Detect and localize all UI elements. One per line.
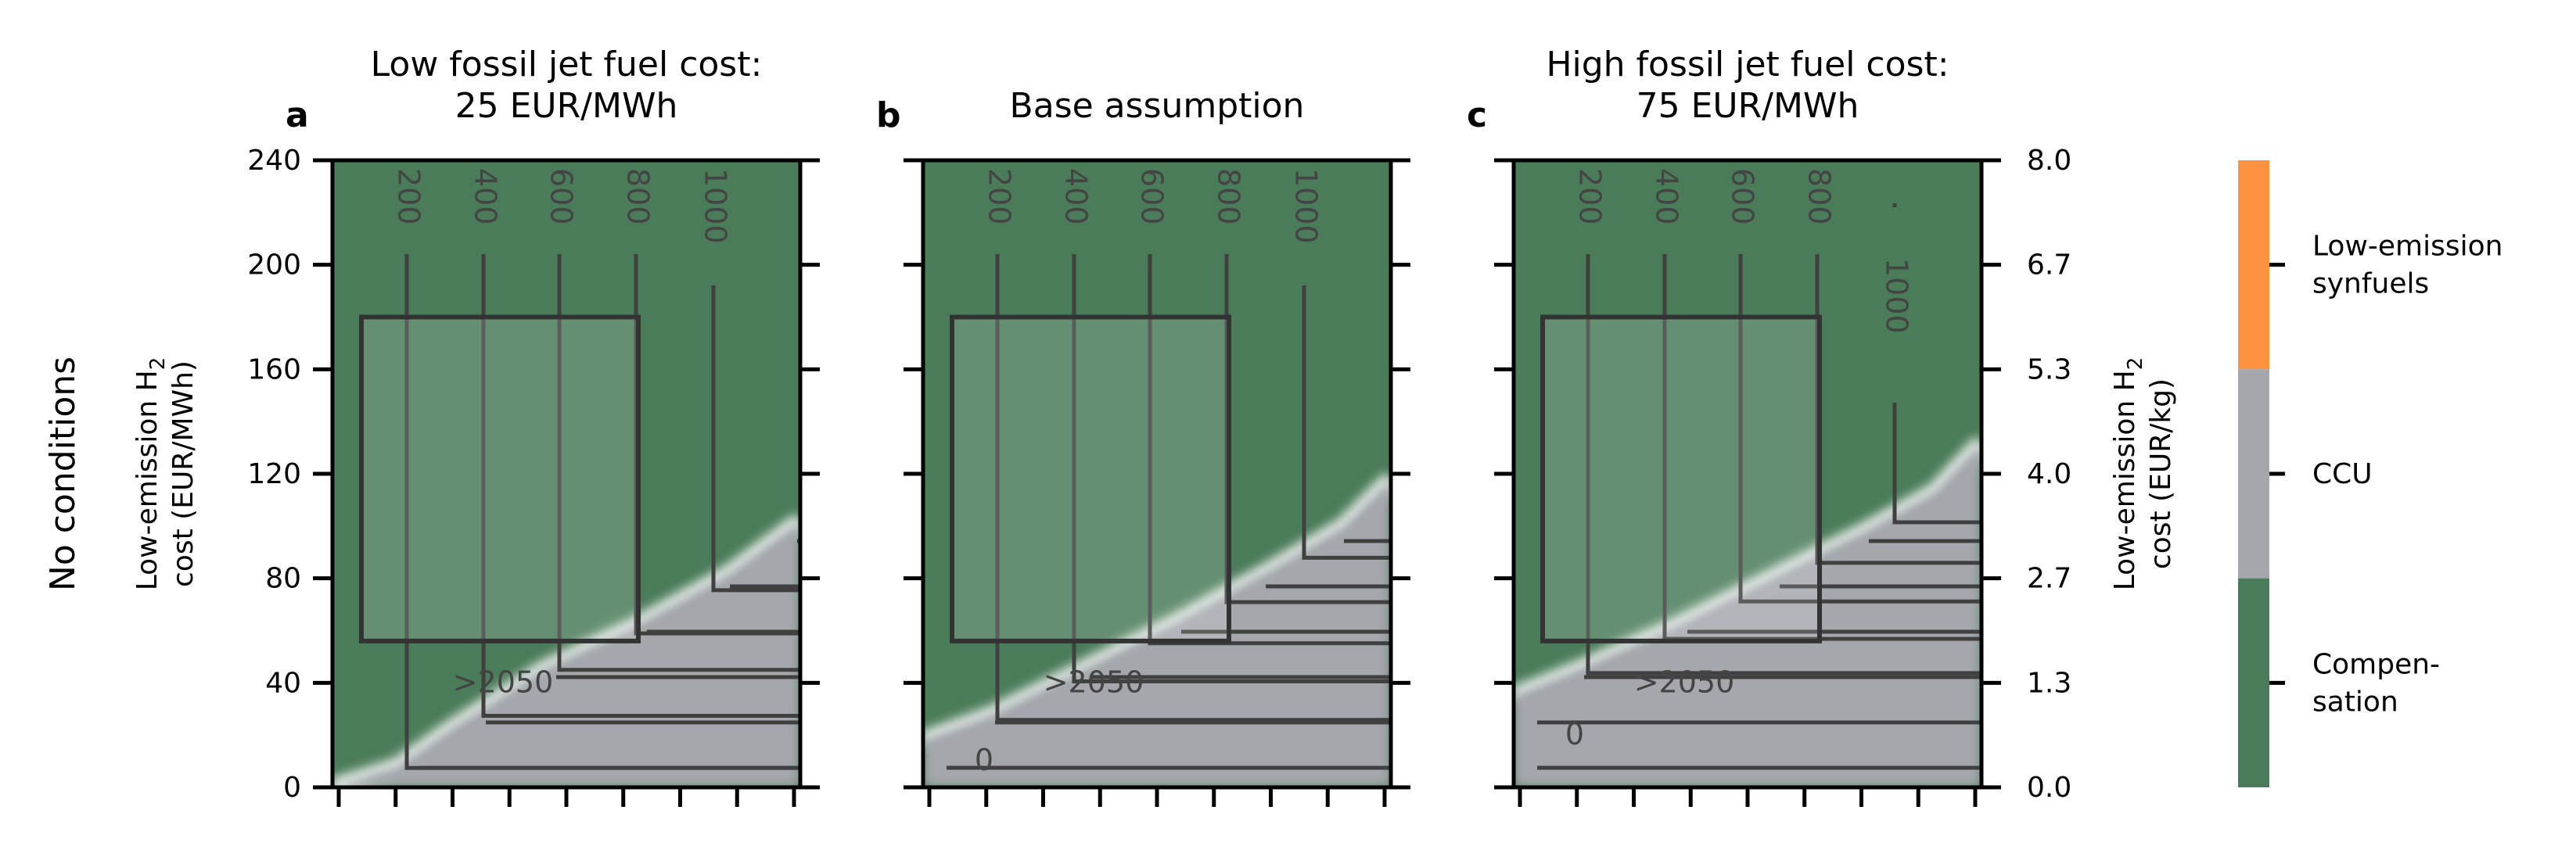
uncertainty-box bbox=[1540, 314, 1822, 643]
panel-c: 200 400 600 800 1000 >2050 0 High fossil jet fu… bbox=[1467, 45, 2001, 807]
legend-label: synfuels bbox=[2312, 268, 2429, 300]
panel-title-line2: 75 EUR/MWh bbox=[1636, 86, 1859, 126]
y-axis-label-right-line1: Low-emission H2 bbox=[2109, 357, 2147, 591]
contour-label-400: 400 bbox=[469, 168, 503, 225]
contour-label-1000: 1000 bbox=[1880, 258, 1914, 334]
y-tick-label-right: 1.3 bbox=[2027, 667, 2071, 699]
y-tick-label: 120 bbox=[247, 458, 301, 490]
panel-plot-area: 200 400 600 800 1000 >2050 0 bbox=[1514, 160, 1981, 787]
contour-line bbox=[481, 254, 800, 718]
panel-letter: b bbox=[876, 95, 901, 135]
uncertainty-box bbox=[950, 314, 1231, 643]
contour-label-600: 600 bbox=[1135, 168, 1169, 225]
y-axis-label-left-line2: cost (EUR/MWh) bbox=[167, 360, 199, 587]
contour-label-1000: 1000 bbox=[699, 168, 733, 244]
legend-swatch-ccu bbox=[2238, 369, 2269, 579]
contour-label-2050: >2050 bbox=[1044, 665, 1144, 699]
panel-title-line1: High fossil jet fuel cost: bbox=[1546, 45, 1949, 84]
contour-label-2050: >2050 bbox=[453, 665, 554, 699]
uncertainty-box bbox=[359, 314, 641, 643]
y-tick-label: 80 bbox=[265, 563, 301, 595]
contour-line bbox=[995, 254, 1391, 722]
y-tick-label-right: 0.0 bbox=[2027, 772, 2071, 804]
right-axis: 0.0 1.3 2.7 4.0 5.3 6.7 8.0 bbox=[2027, 145, 2071, 804]
contour-line bbox=[1738, 254, 1981, 604]
contour-label-200: 200 bbox=[392, 168, 426, 225]
panel-title-line2: 25 EUR/MWh bbox=[455, 86, 678, 126]
panel-b: 200 400 600 800 1000 >2050 0 Base assumption b bbox=[876, 86, 1410, 807]
y-tick-label-right: 4.0 bbox=[2027, 458, 2071, 490]
contour-label-800: 800 bbox=[621, 168, 656, 225]
contour-label-600: 600 bbox=[544, 168, 579, 225]
legend-swatch-compensation bbox=[2238, 578, 2269, 787]
contour-label-800: 800 bbox=[1212, 168, 1246, 225]
y-tick-label: 0 bbox=[283, 772, 301, 804]
legend-label: sation bbox=[2312, 686, 2398, 718]
panel-title-line1: Low fossil jet fuel cost: bbox=[371, 45, 763, 84]
y-axis-label-left-line1: Low-emission H2 bbox=[131, 357, 170, 591]
panel-letter: a bbox=[286, 95, 309, 135]
panel-letter: c bbox=[1467, 95, 1487, 135]
contour-line bbox=[1072, 254, 1391, 683]
contour-line bbox=[1302, 285, 1391, 560]
contour-label-200: 200 bbox=[983, 168, 1017, 225]
panel-plot-area: 200 400 600 800 1000 >2050 bbox=[332, 160, 800, 787]
panel-title: Base assumption bbox=[1010, 86, 1305, 126]
row-label: No conditions bbox=[43, 357, 83, 591]
y-tick-label: 240 bbox=[247, 145, 301, 177]
legend-colorbar: Low-emission synfuels CCU Compen-sation bbox=[2238, 160, 2502, 787]
contour-label-400: 400 bbox=[1650, 168, 1684, 225]
contour-label-400: 400 bbox=[1059, 168, 1094, 225]
contour-label-1000: 1000 bbox=[1289, 168, 1324, 244]
ccu-region bbox=[1514, 442, 1981, 787]
y-tick-label: 40 bbox=[265, 667, 301, 699]
contour-line bbox=[1892, 403, 1981, 525]
y-tick-label-right: 8.0 bbox=[2027, 145, 2071, 177]
y-tick-label-right: 5.3 bbox=[2027, 353, 2071, 385]
y-tick-label-right: 6.7 bbox=[2027, 249, 2071, 281]
legend-swatch-low-emission-synfuels bbox=[2238, 160, 2269, 370]
legend-label: Compen- bbox=[2312, 648, 2440, 680]
ccu-region bbox=[923, 478, 1391, 787]
panel-a: 200 400 600 800 1000 >2050 0 40 80 120 160 200 240 Lo… bbox=[247, 45, 820, 807]
y-axis-label-right-line2: cost (EUR/kg) bbox=[2145, 378, 2177, 569]
contour-label-0: 0 bbox=[975, 743, 993, 777]
contour-label-2050: >2050 bbox=[1634, 665, 1735, 699]
contour-line bbox=[1586, 254, 1981, 676]
y-tick-label: 160 bbox=[247, 353, 301, 385]
contour-line bbox=[711, 285, 800, 593]
panels: 200 400 600 800 1000 >2050 0 40 80 120 160 200 240 Lo… bbox=[247, 45, 2001, 807]
contour-label-0: 0 bbox=[1565, 717, 1584, 751]
contour-line bbox=[557, 254, 800, 672]
y-tick-label-right: 2.7 bbox=[2027, 563, 2071, 595]
contour-label-200: 200 bbox=[1573, 168, 1608, 225]
y-tick-label: 200 bbox=[247, 249, 301, 281]
contour-label-800: 800 bbox=[1802, 168, 1837, 225]
legend-label: CCU bbox=[2312, 458, 2373, 490]
legend-label: Low-emission bbox=[2312, 231, 2502, 263]
contour-label-600: 600 bbox=[1726, 168, 1760, 225]
panel-plot-area: 200 400 600 800 1000 >2050 0 bbox=[923, 160, 1391, 787]
